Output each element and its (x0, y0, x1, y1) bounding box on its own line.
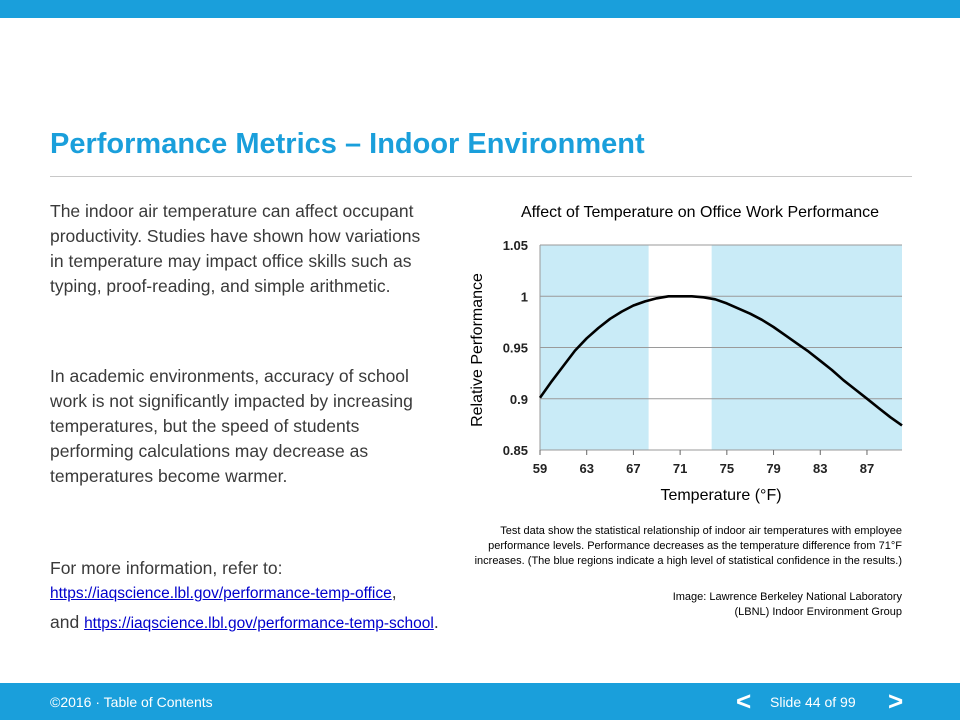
chart-title: Affect of Temperature on Office Work Per… (520, 204, 880, 221)
next-slide-button[interactable]: > (888, 686, 904, 716)
x-tick-label-6: 83 (813, 461, 827, 476)
image-credit: Image: Lawrence Berkeley National Labora… (472, 590, 902, 620)
x-tick-label-0: 59 (533, 461, 547, 476)
credit-line-2: (LBNL) Indoor Environment Group (734, 606, 902, 618)
more-info-prefix: For more information, refer to: (50, 558, 283, 578)
chart-x-axis-label: Temperature (°F) (660, 487, 782, 504)
performance-curve (538, 295, 903, 427)
x-tick-label-5: 79 (766, 461, 780, 476)
footer-left: ©2016 · Table of Contents (50, 694, 213, 710)
chart-caption: Test data show the statistical relations… (474, 525, 902, 567)
link-performance-temp-office[interactable]: https://iaqscience.lbl.gov/performance-t… (50, 585, 392, 602)
top-accent-bar (0, 0, 960, 18)
x-tick-label-1: 63 (579, 461, 593, 476)
paragraph-office: The indoor air temperature can affect oc… (50, 201, 421, 296)
link-school-suffix: . (433, 612, 439, 632)
table-of-contents-link[interactable]: Table of Contents (103, 694, 213, 710)
more-info: For more information, refer to: https://… (50, 556, 439, 636)
y-tick-label-4: 1.05 (503, 238, 528, 253)
y-tick-label-0: 0.85 (503, 443, 528, 458)
title-divider (50, 176, 912, 177)
link-performance-temp-school[interactable]: https://iaqscience.lbl.gov/performance-t… (84, 615, 434, 632)
previous-slide-button[interactable]: < (736, 686, 752, 716)
x-tick-label-2: 67 (626, 461, 640, 476)
footer-bar: ©2016 · Table of Contents < Slide 44 of … (0, 683, 960, 720)
link-office-suffix: , (391, 582, 397, 602)
chart-y-axis-label: Relative Performance (469, 273, 486, 427)
y-tick-label-2: 0.95 (503, 341, 528, 356)
x-tick-label-3: 71 (673, 461, 687, 476)
and-text: and (50, 612, 85, 632)
slide-title: Performance Metrics – Indoor Environment (50, 128, 645, 160)
paragraph-academic: In academic environments, accuracy of sc… (50, 366, 413, 486)
y-tick-label-1: 0.9 (510, 392, 528, 407)
y-tick-label-3: 1 (521, 289, 528, 304)
more-info-line2: and https://iaqscience.lbl.gov/performan… (50, 610, 439, 636)
x-tick-label-4: 75 (720, 461, 734, 476)
temperature-performance-chart: 0.85 0.9 0.95 1 1.05 59 63 67 71 75 79 83 87 (503, 238, 903, 476)
slide-counter: Slide 44 of 99 (770, 694, 856, 710)
x-tick-label-7: 87 (860, 461, 874, 476)
credit-line-1: Image: Lawrence Berkeley National Labora… (672, 591, 902, 603)
copyright: ©2016 · (50, 694, 104, 710)
